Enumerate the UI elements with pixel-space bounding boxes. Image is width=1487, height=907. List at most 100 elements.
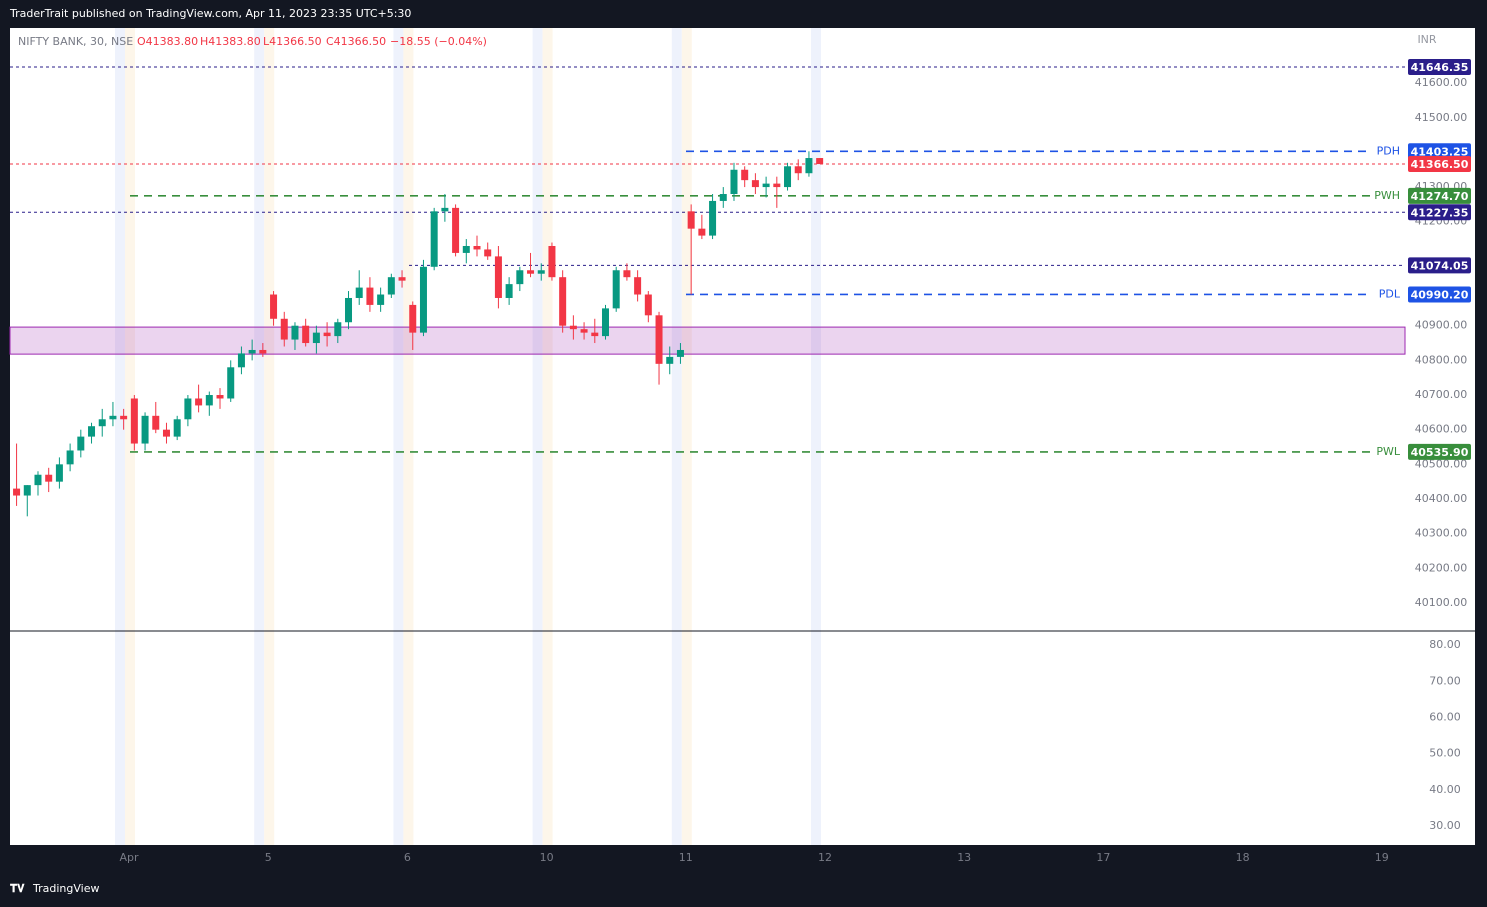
candle-body [784,166,792,188]
candle-body [816,158,824,165]
price-tag-label: 41403.25 [1411,145,1469,158]
y-tick-label: 40900.00 [1415,319,1468,332]
price-tag-label: 40535.90 [1411,446,1469,459]
candle-body [216,395,224,399]
x-tick-label: 12 [818,851,832,864]
candle-body [34,474,42,486]
brand-name: TradingView [32,882,99,895]
price-tag [1408,257,1471,274]
candle-body [527,270,535,274]
price-tag [1408,204,1471,221]
candle-body [559,277,567,326]
session-band [811,28,821,845]
y-tick-label: 40400.00 [1415,492,1468,505]
y-tick-label: 40200.00 [1415,561,1468,574]
price-tag [1408,187,1471,204]
candle-body [259,349,267,354]
legend-item: O41383.80 [137,35,198,48]
y-tick-label: 40500.00 [1415,457,1468,470]
legend-item: NIFTY BANK, 30, NSE [18,35,133,48]
candle-body [473,245,481,250]
candle-body [730,169,738,195]
candle-body [237,353,245,368]
candle-body [419,266,427,333]
publish-info: TraderTrait published on TradingView.com… [9,7,411,20]
x-tick-label: 10 [540,851,554,864]
candle-body [184,398,192,420]
candle-body [741,169,749,181]
candle-body [280,318,288,340]
indicator-tick-label: 40.00 [1429,783,1461,796]
session-band [264,28,275,845]
candle-body [77,436,85,451]
level-name: PWL [1376,445,1401,458]
candle-body [484,249,492,257]
candle-body [634,277,642,295]
x-tick-label: 11 [679,851,693,864]
candle-body [494,256,502,298]
candle-body [580,329,588,333]
candle-body [601,308,609,337]
price-tag-label: 41074.05 [1411,259,1469,272]
brand[interactable]: 𝐓𝐕 TradingView [10,882,99,895]
candle-body [227,367,235,399]
price-tag [1408,286,1471,303]
candle-body [719,194,727,201]
candle-body [644,294,652,316]
candle-body [505,284,513,298]
candle-body [173,419,181,437]
candle-body [195,398,203,406]
level-name: PDH [1377,144,1400,157]
candle-body [291,325,299,340]
price-tag [1408,156,1471,173]
y-tick-label: 41600.00 [1415,76,1468,89]
zone [9,326,1406,355]
candle-body [55,464,63,482]
legend-item: H41383.80 [200,35,261,48]
candle-body [430,211,438,267]
x-tick-label: Apr [119,851,139,864]
indicator-tick-label: 70.00 [1429,674,1461,687]
candle-body [45,474,53,482]
price-tag [1408,59,1471,76]
indicator-tick-label: 60.00 [1429,710,1461,723]
candle-body [452,207,460,253]
y-tick-label: 40600.00 [1415,423,1468,436]
x-tick-label: 13 [957,851,971,864]
session-band [671,28,682,845]
candle-body [709,200,717,236]
legend-item: L41366.50 [263,35,322,48]
candle-body [162,429,170,437]
price-tag-label: 41274.70 [1411,190,1469,203]
candle-body [270,294,278,319]
y-tick-label: 40300.00 [1415,527,1468,540]
candle-body [355,287,363,298]
price-tag-label: 41227.35 [1411,206,1469,219]
candle-body [623,270,631,278]
x-tick-label: 17 [1096,851,1110,864]
x-tick-label: 5 [265,851,272,864]
level-name: PWH [1374,189,1400,202]
candle-body [698,228,706,236]
candle-body [655,315,663,364]
candle-body [398,277,406,281]
x-tick-label: 18 [1236,851,1250,864]
price-tag [1408,443,1471,460]
session-band [403,28,414,845]
candle-body [409,304,417,333]
candle-body [130,398,138,444]
currency: INR [1417,33,1436,46]
x-tick-label: 6 [404,851,411,864]
candle-body [13,488,21,496]
y-tick-label: 40100.00 [1415,596,1468,609]
price-tag-label: 40990.20 [1411,288,1469,301]
indicator-tick-label: 80.00 [1429,638,1461,651]
candle-body [516,270,524,285]
session-band [542,28,553,845]
candle-body [441,207,449,212]
price-tag-label: 41366.50 [1411,158,1469,171]
candle-body [569,325,577,330]
candle-body [152,415,160,430]
candle-body [612,270,620,309]
session-band [115,28,125,845]
